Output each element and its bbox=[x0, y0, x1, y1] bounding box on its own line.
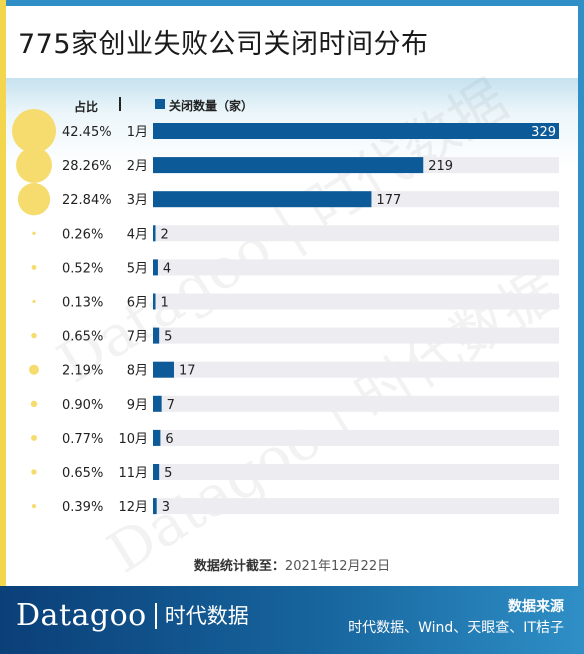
right-panel-border bbox=[578, 78, 584, 586]
source-label: 数据来源 bbox=[508, 599, 564, 615]
share-label: 0.39% bbox=[62, 500, 103, 515]
bar bbox=[153, 327, 160, 344]
cutoff-label: 数据统计截至： bbox=[193, 559, 285, 574]
value-label: 17 bbox=[179, 364, 196, 379]
share-label: 2.19% bbox=[62, 364, 103, 379]
value-label: 6 bbox=[165, 432, 173, 447]
value-label: 3 bbox=[162, 500, 170, 515]
value-label: 329 bbox=[531, 125, 556, 140]
title-area bbox=[0, 6, 584, 78]
share-label: 0.13% bbox=[62, 296, 103, 311]
legend-label: 关闭数量（家） bbox=[169, 99, 254, 113]
bar bbox=[153, 225, 156, 242]
bar bbox=[153, 157, 424, 174]
month-label: 4月 bbox=[127, 227, 148, 242]
brand-divider bbox=[154, 603, 157, 629]
bar-track bbox=[153, 498, 559, 515]
left-accent-bar bbox=[0, 0, 6, 78]
share-label: 0.90% bbox=[62, 398, 103, 413]
bar bbox=[153, 259, 158, 276]
share-bubble bbox=[29, 364, 39, 375]
share-label: 22.84% bbox=[62, 193, 112, 208]
value-label: 5 bbox=[164, 466, 172, 481]
bar-track bbox=[153, 293, 559, 310]
right-accent-bar bbox=[578, 0, 584, 78]
share-bubble bbox=[17, 183, 51, 216]
value-label: 219 bbox=[428, 159, 453, 174]
brand-logo: Datagoo 时代数据 bbox=[16, 598, 249, 633]
value-label: 7 bbox=[167, 398, 175, 413]
bar bbox=[153, 429, 161, 446]
value-label: 177 bbox=[376, 193, 401, 208]
share-bubble bbox=[16, 147, 52, 184]
month-label: 9月 bbox=[127, 398, 148, 413]
share-bubble bbox=[32, 231, 36, 236]
bar-track bbox=[153, 259, 559, 276]
bar bbox=[153, 464, 160, 480]
bar-track bbox=[153, 327, 559, 344]
data-cutoff-note: 数据统计截至：2021年12月22日 bbox=[0, 555, 584, 574]
share-bubble bbox=[32, 299, 36, 304]
share-bubble bbox=[31, 264, 37, 270]
month-label: 2月 bbox=[127, 159, 148, 174]
month-label: 7月 bbox=[127, 330, 148, 345]
share-label: 0.65% bbox=[62, 466, 103, 481]
chart-title: 775家创业失败公司关闭时间分布 bbox=[18, 29, 429, 60]
share-label: 0.77% bbox=[62, 432, 103, 447]
month-label: 5月 bbox=[127, 261, 148, 276]
bar-track bbox=[153, 395, 559, 412]
source-text: 时代数据、Wind、天眼查、IT桔子 bbox=[348, 620, 564, 636]
bar bbox=[153, 498, 157, 515]
left-panel-border bbox=[0, 78, 6, 586]
share-label: 0.52% bbox=[62, 261, 103, 276]
month-label: 1月 bbox=[127, 125, 148, 140]
brand-name-en: Datagoo bbox=[16, 598, 147, 633]
footer-band bbox=[0, 586, 584, 654]
share-bubble bbox=[30, 400, 38, 407]
share-label: 42.45% bbox=[62, 125, 112, 140]
month-label: 8月 bbox=[127, 364, 148, 379]
bar bbox=[153, 123, 559, 139]
month-label: 6月 bbox=[127, 296, 148, 311]
cutoff-date: 2021年12月22日 bbox=[284, 559, 391, 574]
value-label: 5 bbox=[164, 330, 172, 345]
share-label: 0.26% bbox=[62, 227, 103, 242]
share-label: 0.65% bbox=[62, 330, 103, 345]
month-label: 10月 bbox=[118, 432, 148, 447]
month-label: 3月 bbox=[127, 193, 148, 208]
month-label: 11月 bbox=[118, 466, 148, 481]
share-bubble bbox=[31, 332, 37, 339]
bar-track bbox=[153, 429, 559, 446]
share-bubble bbox=[31, 503, 37, 509]
share-bubble bbox=[12, 109, 56, 153]
share-label: 28.26% bbox=[62, 159, 112, 174]
value-label: 1 bbox=[161, 296, 169, 311]
bar bbox=[153, 361, 174, 378]
share-column-header: 占比 bbox=[74, 100, 99, 114]
month-label: 12月 bbox=[118, 500, 148, 515]
value-label: 2 bbox=[161, 227, 169, 242]
legend-swatch bbox=[155, 99, 165, 109]
bar bbox=[153, 395, 162, 412]
share-bubble bbox=[31, 469, 37, 475]
brand-name-cn: 时代数据 bbox=[164, 604, 249, 628]
bar-track bbox=[153, 464, 559, 480]
bar bbox=[153, 293, 156, 310]
value-label: 4 bbox=[163, 261, 171, 276]
bar bbox=[153, 191, 372, 208]
bar-track bbox=[153, 225, 559, 242]
share-bubble bbox=[31, 434, 37, 441]
top-frame-bar bbox=[0, 0, 584, 6]
bar-track bbox=[153, 361, 559, 378]
header-divider bbox=[119, 97, 121, 111]
